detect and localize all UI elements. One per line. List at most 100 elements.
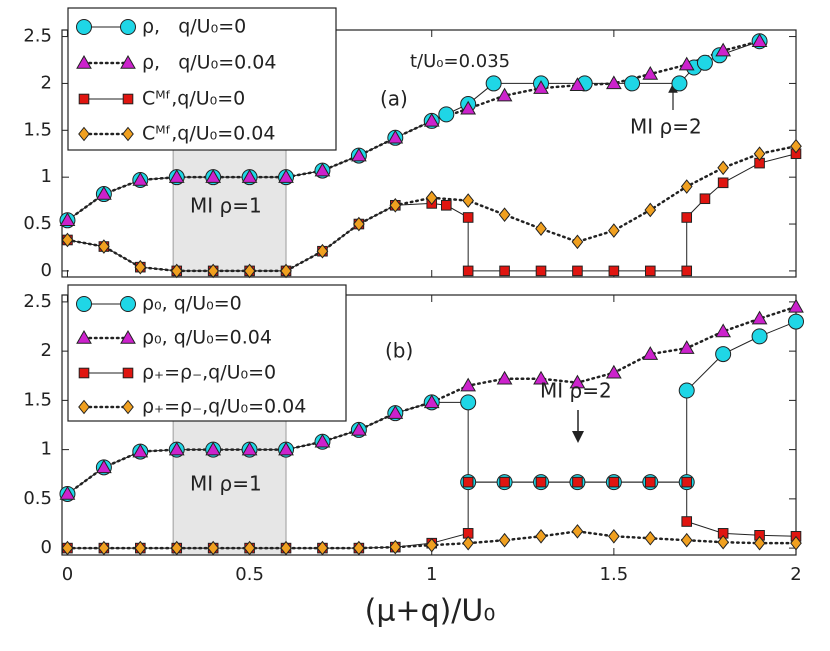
plot-frame <box>61 294 797 556</box>
data-point <box>134 540 147 556</box>
data-point <box>608 223 620 238</box>
legend-label: ρ₊=ρ₋,q/U₀=0 <box>142 362 276 384</box>
annotation: MI ρ=1 <box>190 194 262 218</box>
legend-marker <box>78 126 90 142</box>
data-point <box>535 265 547 277</box>
data-point <box>790 138 802 154</box>
data-point <box>788 313 804 330</box>
data-point <box>59 485 76 500</box>
data-point <box>485 75 502 92</box>
data-point <box>61 232 74 248</box>
data-point <box>278 441 294 456</box>
legend-label: ρ, q/U₀=0.04 <box>142 52 276 74</box>
data-point <box>717 534 729 550</box>
data-point <box>571 234 584 250</box>
data-point <box>790 535 802 551</box>
legend-box <box>67 7 337 151</box>
data-point <box>243 540 256 556</box>
data-point <box>699 193 711 205</box>
data-point <box>680 179 693 194</box>
y-tick-label: 1 <box>41 439 52 460</box>
data-point <box>608 476 620 488</box>
data-point <box>717 177 729 189</box>
y-tick-label: 2.5 <box>23 291 52 312</box>
x-tick-label: 1 <box>426 564 437 585</box>
data-point <box>314 433 331 448</box>
data-point <box>571 524 584 539</box>
y-tick-label: 0.5 <box>23 488 52 509</box>
legend-marker <box>120 54 136 69</box>
data-point <box>715 42 732 57</box>
panel-label: (b) <box>385 339 413 363</box>
data-point <box>280 263 292 279</box>
data-point <box>462 265 474 277</box>
legend-box <box>67 284 347 422</box>
legend-marker <box>76 329 92 344</box>
data-point <box>496 370 513 385</box>
data-point <box>425 190 438 206</box>
data-point <box>533 80 549 94</box>
legend-marker <box>122 93 134 105</box>
data-point <box>441 199 452 211</box>
data-point <box>438 106 455 123</box>
x-axis-label: (μ+q)/U₀ <box>365 594 496 629</box>
data-point <box>753 146 766 162</box>
x-tick-label: 0.5 <box>235 564 264 585</box>
data-point <box>499 476 510 488</box>
legend-marker <box>76 296 92 312</box>
data-point <box>59 212 76 227</box>
legend-marker <box>76 19 92 35</box>
data-point <box>678 56 695 71</box>
legend-marker <box>76 54 92 69</box>
data-point <box>387 129 404 144</box>
data-point <box>608 265 620 277</box>
data-point <box>751 310 768 325</box>
data-point <box>205 441 222 456</box>
data-point <box>499 265 510 277</box>
data-point <box>462 476 474 488</box>
data-point <box>496 87 513 102</box>
legend-label: ρ₊=ρ₋,q/U₀=0.04 <box>142 396 306 418</box>
data-point <box>170 540 183 556</box>
data-point <box>696 54 713 71</box>
data-point <box>351 147 367 162</box>
data-point <box>462 535 474 551</box>
data-point <box>132 171 149 186</box>
data-point <box>644 265 656 277</box>
data-point <box>460 394 477 411</box>
data-point <box>207 263 220 279</box>
data-point <box>168 169 185 183</box>
data-point <box>535 476 547 488</box>
data-point <box>462 212 474 223</box>
data-point <box>168 441 185 456</box>
data-point <box>170 263 183 279</box>
data-point <box>207 540 220 556</box>
legend-marker <box>120 296 136 312</box>
legend-marker <box>78 367 90 379</box>
data-point <box>572 265 583 277</box>
data-point <box>498 207 511 222</box>
y-tick-label: 0 <box>41 537 52 558</box>
data-point <box>751 33 768 47</box>
annotation: t/U₀=0.035 <box>410 51 510 72</box>
data-point <box>681 476 693 488</box>
data-point <box>460 100 477 115</box>
data-point <box>569 374 586 389</box>
data-point <box>644 202 657 218</box>
legend-label: ρ₀, q/U₀=0.04 <box>142 327 272 349</box>
legend-label: Cᴹᶠ,q/U₀=0 <box>142 88 245 110</box>
data-point <box>715 346 732 363</box>
y-tick-label: 2 <box>41 340 52 361</box>
data-point <box>498 532 511 548</box>
data-point <box>314 162 331 177</box>
y-tick-label: 1.5 <box>23 119 52 140</box>
y-tick-label: 1.5 <box>23 389 52 410</box>
data-point <box>608 528 620 544</box>
data-point <box>606 75 622 90</box>
data-point <box>681 265 693 277</box>
data-point <box>681 212 693 223</box>
legend-marker <box>120 19 136 35</box>
data-point <box>423 394 440 409</box>
data-point <box>535 528 547 544</box>
data-point <box>717 160 729 176</box>
